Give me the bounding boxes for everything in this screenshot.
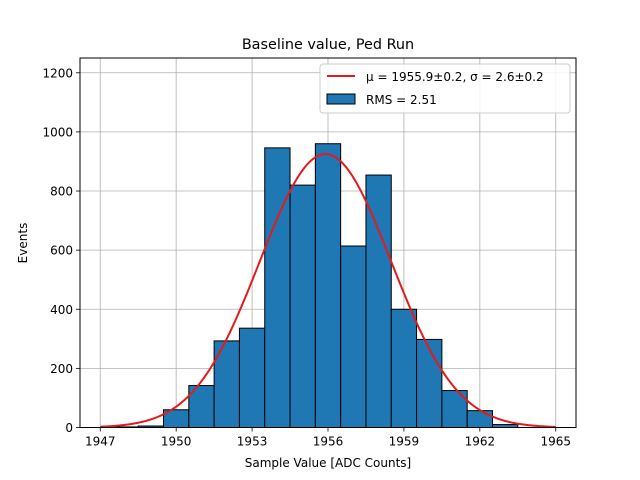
legend-fit-label: μ = 1955.9±0.2, σ = 2.6±0.2 <box>366 70 544 84</box>
histogram-bar <box>289 184 316 428</box>
histogram-bar <box>314 143 342 428</box>
x-axis-label: Sample Value [ADC Counts] <box>245 456 411 470</box>
chart-title: Baseline value, Ped Run <box>242 37 414 53</box>
legend-frame <box>319 63 571 114</box>
x-tick-label: 1962 <box>465 435 496 449</box>
legend-rms-swatch <box>326 93 356 105</box>
y-tick-label: 1200 <box>42 66 73 80</box>
x-tick-label: 1947 <box>85 435 116 449</box>
y-axis-label: Events <box>16 223 30 264</box>
y-tick-label: 1000 <box>42 125 73 139</box>
x-tick-label: 1953 <box>237 435 268 449</box>
y-tick-label: 600 <box>50 244 73 258</box>
histogram-bar <box>390 308 418 429</box>
y-tick-label: 400 <box>50 303 73 317</box>
x-tick-label: 1950 <box>161 435 192 449</box>
histogram-bar <box>416 338 443 428</box>
histogram-bar <box>466 410 493 428</box>
x-tick-label: 1956 <box>313 435 344 449</box>
x-tick-label: 1959 <box>389 435 420 449</box>
y-tick-label: 0 <box>65 421 73 435</box>
legend: μ = 1955.9±0.2, σ = 2.6±0.2 RMS = 2.51 <box>319 63 571 114</box>
x-tick-label: 1965 <box>540 435 571 449</box>
histogram-bars <box>112 143 519 429</box>
fit-curve <box>100 153 556 428</box>
gaussian-fit <box>100 153 556 428</box>
legend-rms-label: RMS = 2.51 <box>366 93 437 107</box>
y-tick-label: 200 <box>50 362 73 376</box>
y-axis-ticks: 0 200 400 600 800 1000 1200 <box>42 66 80 435</box>
y-tick-label: 800 <box>50 185 73 199</box>
histogram-bar <box>238 327 266 429</box>
histogram-bar <box>365 174 392 428</box>
x-axis-ticks: 1947 1950 1953 1956 1959 1962 1965 <box>85 427 571 449</box>
histogram-bar <box>264 147 291 428</box>
histogram-bar <box>340 245 367 428</box>
